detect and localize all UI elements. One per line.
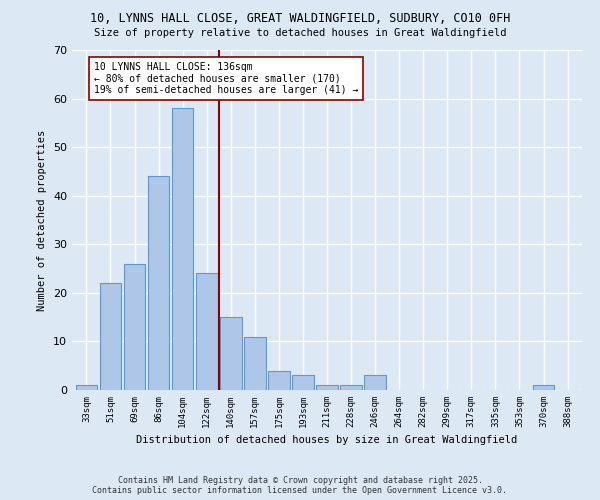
- Bar: [316, 385, 338, 390]
- Bar: [292, 376, 314, 390]
- Y-axis label: Number of detached properties: Number of detached properties: [37, 130, 47, 310]
- Bar: [268, 370, 290, 390]
- Bar: [148, 176, 169, 390]
- Text: 10, LYNNS HALL CLOSE, GREAT WALDINGFIELD, SUDBURY, CO10 0FH: 10, LYNNS HALL CLOSE, GREAT WALDINGFIELD…: [90, 12, 510, 26]
- Bar: [244, 336, 266, 390]
- Bar: [364, 376, 386, 390]
- Text: Size of property relative to detached houses in Great Waldingfield: Size of property relative to detached ho…: [94, 28, 506, 38]
- Bar: [124, 264, 145, 390]
- Bar: [340, 385, 362, 390]
- Bar: [220, 317, 242, 390]
- X-axis label: Distribution of detached houses by size in Great Waldingfield: Distribution of detached houses by size …: [136, 436, 518, 446]
- Text: 10 LYNNS HALL CLOSE: 136sqm
← 80% of detached houses are smaller (170)
19% of se: 10 LYNNS HALL CLOSE: 136sqm ← 80% of det…: [94, 62, 358, 96]
- Bar: [100, 283, 121, 390]
- Bar: [533, 385, 554, 390]
- Text: Contains HM Land Registry data © Crown copyright and database right 2025.
Contai: Contains HM Land Registry data © Crown c…: [92, 476, 508, 495]
- Bar: [76, 385, 97, 390]
- Bar: [172, 108, 193, 390]
- Bar: [196, 274, 218, 390]
